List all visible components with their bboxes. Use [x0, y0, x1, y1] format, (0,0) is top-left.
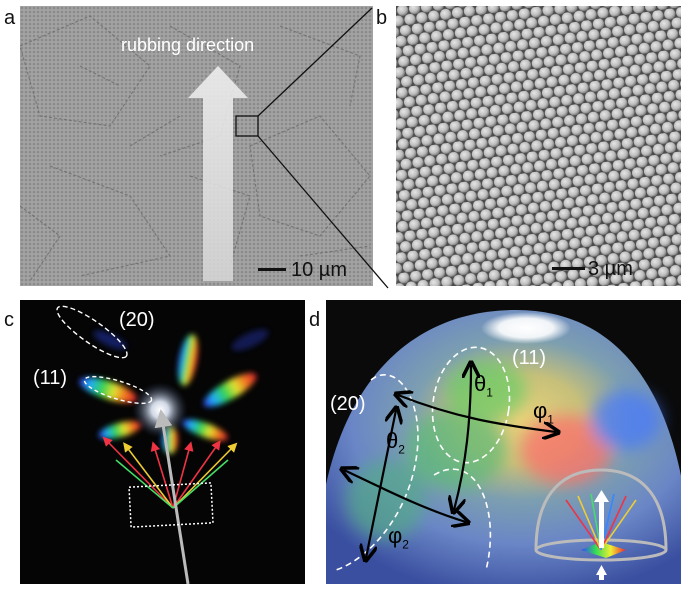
order-20-label-d: (20) — [330, 393, 366, 415]
panel-label-d: d — [309, 309, 321, 331]
panel-b-graphic — [396, 6, 681, 286]
scale-bar-a — [258, 268, 286, 271]
inset-dome-schematic — [534, 468, 668, 580]
order-11-label-c: (11) — [33, 367, 68, 389]
panel-c-diffraction-photo: (20) (11) — [20, 300, 305, 584]
rubbing-direction-arrow — [188, 66, 248, 281]
order-20-outline — [56, 305, 128, 359]
theta2-arrow — [366, 410, 396, 558]
panel-label-a: a — [4, 7, 16, 29]
phi2-arrow — [344, 470, 466, 522]
dome-highlight — [481, 312, 571, 344]
scale-label-b: 3 µm — [588, 258, 633, 280]
scale-bar-b — [552, 267, 585, 270]
phi1-label: φ1 — [533, 398, 554, 427]
zoom-connector-lines — [257, 7, 389, 289]
theta2-symbol: θ — [386, 428, 399, 453]
panel-label-c: c — [4, 309, 14, 331]
panel-c-graphic — [56, 305, 269, 584]
rubbing-direction-label: rubbing direction — [121, 35, 255, 55]
phi1-symbol: φ — [533, 398, 548, 423]
panel-b-sem-image: 3 µm — [396, 6, 681, 286]
order-20-label-c: (20) — [119, 309, 155, 331]
phi2-symbol: φ — [388, 523, 403, 548]
theta1-subscript: 1 — [486, 385, 493, 400]
scale-label-a: 10 µm — [291, 259, 347, 281]
order-11-label-d: (11) — [512, 347, 547, 369]
theta2-subscript: 2 — [398, 442, 405, 457]
phi2-label: φ2 — [388, 523, 409, 552]
phi1-subscript: 1 — [547, 412, 554, 427]
panel-label-b: b — [376, 7, 388, 29]
theta1-label: θ1 — [474, 371, 493, 400]
theta2-label: θ2 — [386, 428, 405, 457]
panel-d-graphic — [326, 310, 681, 584]
zoom-region-box — [235, 115, 259, 137]
panel-d-dome-photo: (11) (20) θ1 φ1 θ2 φ2 — [326, 300, 681, 584]
phi2-subscript: 2 — [402, 537, 409, 552]
panel-a-sem-image: rubbing direction 10 µm — [20, 6, 373, 286]
panel-a-graphic — [20, 6, 373, 286]
incident-beam-arrow — [154, 409, 190, 584]
order-11-outline — [83, 375, 153, 405]
theta1-symbol: θ — [474, 371, 487, 396]
